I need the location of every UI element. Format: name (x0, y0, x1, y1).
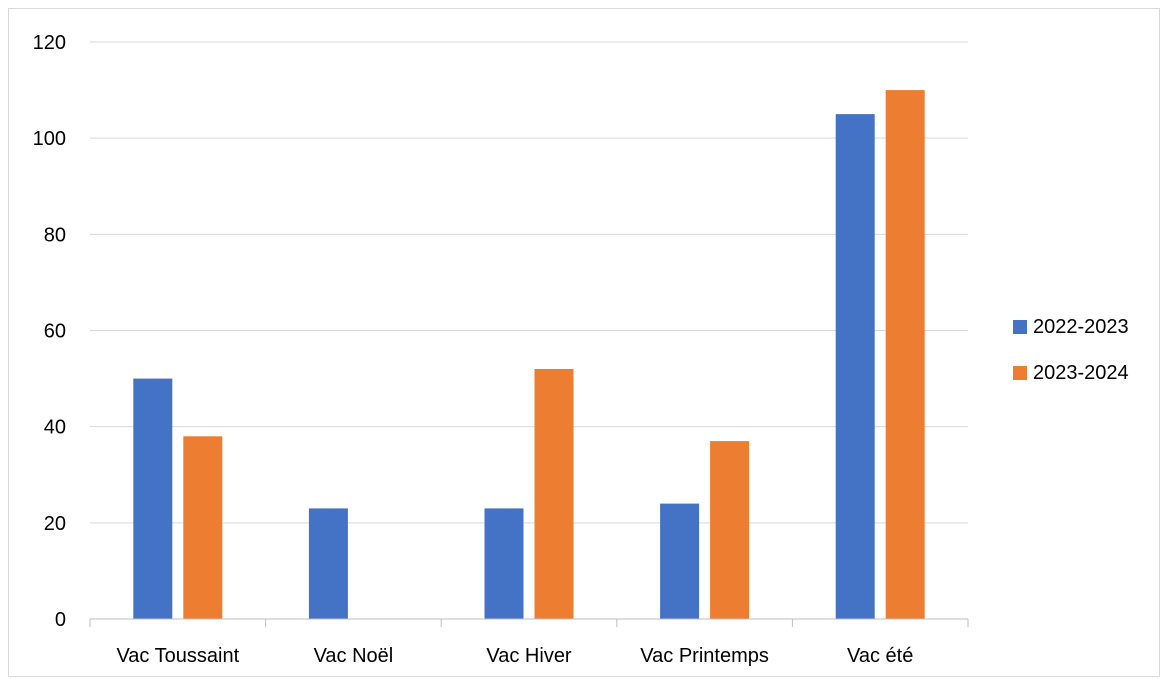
x-tick-label: Vac Printemps (640, 645, 769, 667)
y-tick-label: 20 (44, 513, 66, 535)
y-tick-label: 0 (55, 609, 66, 631)
gridlines (90, 41, 968, 524)
legend-label: 2022-2023 (1033, 316, 1129, 338)
y-tick-label: 120 (33, 32, 66, 54)
y-tick-label: 40 (44, 417, 66, 439)
x-tick-label: Vac Hiver (486, 645, 572, 667)
x-axis (89, 618, 969, 627)
bar-2022-2023-Vac été (835, 114, 875, 619)
x-tick-label: Vac Toussaint (116, 645, 239, 667)
bar-2023-2024-Vac Hiver (534, 368, 574, 619)
y-tick-label: 100 (33, 128, 66, 150)
bar-2022-2023-Vac Printemps (660, 503, 700, 619)
bars (133, 90, 925, 620)
y-axis-tick-labels: 0 20 40 60 80 100 120 (33, 32, 66, 631)
y-tick-label: 80 (44, 224, 66, 246)
legend-label: 2023-2024 (1033, 362, 1129, 384)
x-tick-label: Vac été (847, 645, 913, 667)
legend-swatch (1013, 366, 1027, 380)
legend: 2022-2023 2023-2024 (1013, 316, 1129, 384)
bar-2023-2024-Vac Toussaint (183, 436, 223, 619)
x-tick-label: Vac Noël (314, 645, 394, 667)
bar-2022-2023-Vac Toussaint (133, 378, 173, 619)
y-tick-label: 60 (44, 321, 66, 343)
bar-2022-2023-Vac Noël (308, 508, 348, 619)
x-axis-tick-labels: Vac Toussaint Vac Noël Vac Hiver Vac Printe… (116, 645, 913, 667)
legend-swatch (1013, 320, 1027, 334)
bar-2022-2023-Vac Hiver (484, 508, 524, 619)
chart-frame (8, 8, 1160, 677)
bar-2023-2024-Vac Printemps (710, 441, 750, 619)
bar-2023-2024-Vac été (885, 90, 925, 620)
